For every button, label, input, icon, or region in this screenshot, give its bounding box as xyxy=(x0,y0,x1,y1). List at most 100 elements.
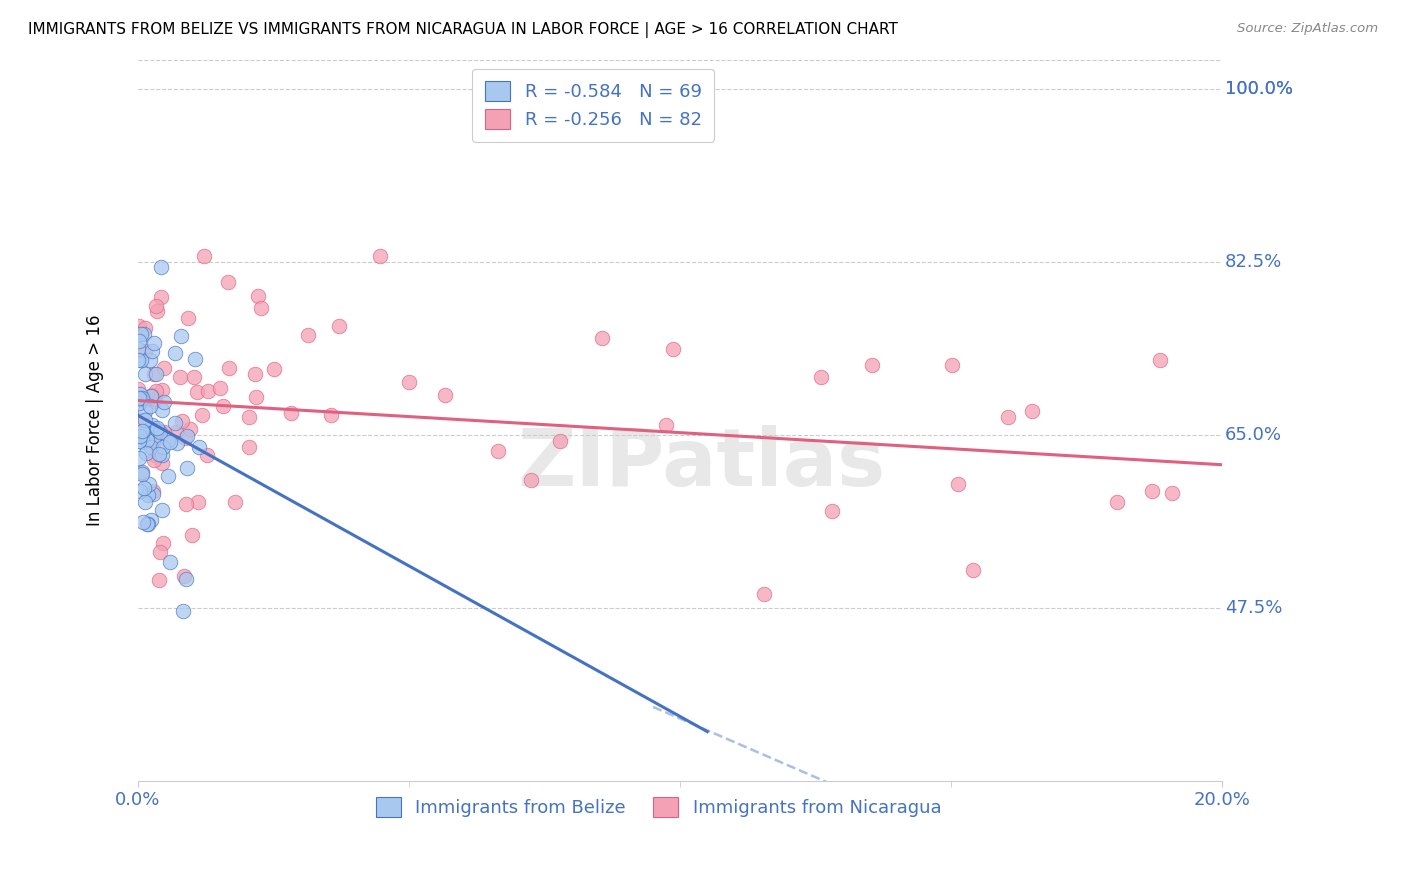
Point xyxy=(195,448,218,462)
Point xyxy=(134,344,156,359)
Point xyxy=(143,335,166,350)
Point xyxy=(134,413,156,427)
Point xyxy=(127,353,149,368)
Point xyxy=(149,425,172,439)
Point xyxy=(142,433,165,447)
Point xyxy=(263,361,285,376)
Point xyxy=(128,450,150,465)
Point xyxy=(169,370,191,384)
Point xyxy=(143,368,166,382)
Text: 100.0%: 100.0% xyxy=(1225,80,1292,98)
Text: Source: ZipAtlas.com: Source: ZipAtlas.com xyxy=(1237,22,1378,36)
Point xyxy=(238,410,260,425)
Point xyxy=(249,301,271,315)
Point xyxy=(148,447,170,461)
Point xyxy=(1149,352,1171,367)
Point xyxy=(141,387,163,401)
Text: 65.0%: 65.0% xyxy=(1225,426,1282,444)
Point xyxy=(131,424,153,438)
Point xyxy=(131,434,153,449)
Point xyxy=(821,504,844,518)
Point xyxy=(321,408,343,422)
Point xyxy=(157,468,180,483)
Point xyxy=(129,466,152,480)
Point xyxy=(224,495,246,509)
Point xyxy=(941,358,963,372)
Point xyxy=(132,482,155,496)
Point xyxy=(217,275,239,289)
Point xyxy=(197,384,219,398)
Point xyxy=(218,361,240,376)
Point xyxy=(127,342,149,356)
Point xyxy=(187,494,209,508)
Point xyxy=(131,392,153,407)
Text: ZIPatlas: ZIPatlas xyxy=(517,425,886,502)
Point xyxy=(1161,485,1184,500)
Point xyxy=(190,409,212,423)
Point xyxy=(368,249,391,263)
Point xyxy=(166,436,188,450)
Point xyxy=(134,403,156,417)
Point xyxy=(193,249,215,263)
Point xyxy=(146,304,169,318)
Point xyxy=(136,516,159,531)
Point xyxy=(591,331,613,345)
Point xyxy=(131,467,153,482)
Point xyxy=(1021,404,1043,418)
Point xyxy=(142,393,165,408)
Text: IMMIGRANTS FROM BELIZE VS IMMIGRANTS FROM NICARAGUA IN LABOR FORCE | AGE > 16 CO: IMMIGRANTS FROM BELIZE VS IMMIGRANTS FRO… xyxy=(28,22,898,38)
Point xyxy=(174,431,197,445)
Point xyxy=(134,495,156,509)
Point xyxy=(548,434,571,448)
Point xyxy=(159,555,181,569)
Point xyxy=(165,425,187,440)
Point xyxy=(128,318,150,333)
Point xyxy=(150,384,173,398)
Point xyxy=(165,416,187,430)
Point xyxy=(145,420,167,434)
Point xyxy=(754,587,776,601)
Point xyxy=(143,392,166,406)
Point xyxy=(148,545,170,559)
Point xyxy=(129,327,152,342)
Point xyxy=(245,390,267,404)
Point xyxy=(486,444,509,458)
Point xyxy=(131,430,153,444)
Point xyxy=(174,497,197,511)
Point xyxy=(172,413,194,427)
Point xyxy=(150,260,173,274)
Point xyxy=(860,358,883,372)
Point xyxy=(163,345,186,359)
Point xyxy=(238,440,260,454)
Point xyxy=(132,393,155,408)
Point xyxy=(129,429,152,443)
Text: 100.0%: 100.0% xyxy=(1225,80,1292,98)
Point xyxy=(139,399,162,413)
Point xyxy=(142,438,165,452)
Point xyxy=(209,381,232,395)
Point xyxy=(141,418,163,433)
Point xyxy=(135,433,157,447)
Point xyxy=(433,388,456,402)
Point xyxy=(183,370,205,384)
Point xyxy=(153,395,176,409)
Point xyxy=(170,329,193,343)
Point xyxy=(398,375,420,389)
Point xyxy=(135,392,157,406)
Point xyxy=(129,352,152,367)
Point xyxy=(174,572,197,586)
Point xyxy=(173,568,195,582)
Point xyxy=(153,425,176,439)
Point xyxy=(128,484,150,499)
Point xyxy=(150,448,173,462)
Point xyxy=(962,563,984,577)
Point xyxy=(172,604,194,618)
Point xyxy=(135,516,157,531)
Point xyxy=(132,326,155,341)
Point xyxy=(662,343,685,357)
Point xyxy=(128,392,150,407)
Point xyxy=(150,456,173,470)
Point xyxy=(139,440,162,454)
Point xyxy=(128,391,150,405)
Point xyxy=(136,488,159,502)
